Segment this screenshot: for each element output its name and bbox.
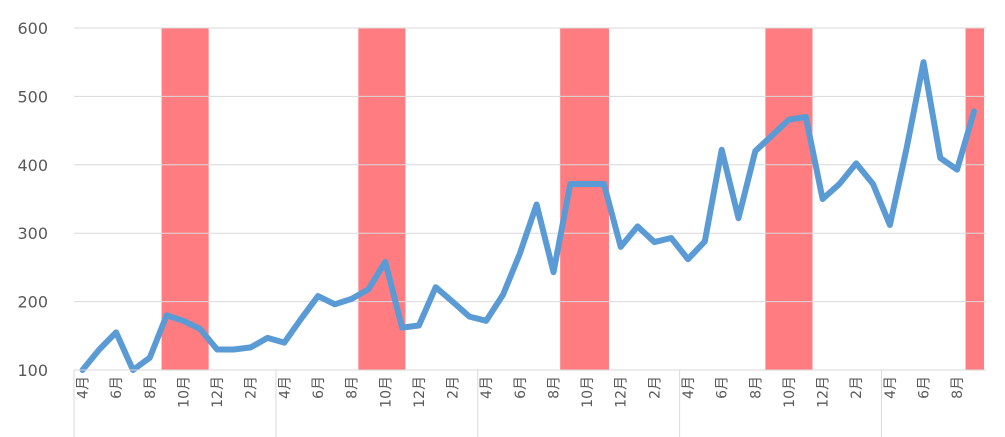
highlight-band-5 (965, 28, 985, 370)
x-tick-label: 6月 (715, 376, 731, 399)
x-tick-label: 10月 (782, 376, 798, 408)
x-tick-label: 8月 (950, 376, 966, 399)
x-tick-label: 2月 (647, 376, 663, 399)
x-tick-label: 8月 (143, 376, 159, 399)
x-tick-label: 10月 (176, 376, 192, 408)
x-axis (73, 369, 986, 437)
y-tick-label: 300 (17, 224, 48, 243)
highlight-bands (161, 28, 985, 370)
x-tick-label: 12月 (816, 376, 832, 408)
x-tick-label: 2月 (244, 376, 260, 399)
x-tick-label: 10月 (378, 376, 394, 408)
x-tick-label: 6月 (513, 376, 529, 399)
y-tick-label: 200 (17, 293, 48, 312)
x-tick-label: 4月 (883, 376, 899, 399)
gridlines (74, 27, 986, 371)
y-tick-label: 600 (17, 19, 48, 38)
x-axis-tick-labels: 4月 6月 8月 10月 12月 2月 4月 6月 8月 10月 12月 2月 4月 6月 8月 10月 12月… (76, 376, 967, 408)
y-tick-label: 500 (17, 87, 48, 106)
y-axis-tick-labels: 100 200 300 400 500 600 (17, 19, 48, 380)
highlight-band-1 (161, 28, 209, 370)
y-tick-label: 400 (17, 156, 48, 175)
x-tick-label: 6月 (917, 376, 933, 399)
x-tick-label: 12月 (412, 376, 428, 408)
x-tick-label: 4月 (277, 376, 293, 399)
x-tick-label: 10月 (580, 376, 596, 408)
y-tick-label: 100 (17, 361, 48, 380)
x-tick-label: 4月 (479, 376, 495, 399)
x-tick-label: 6月 (109, 376, 125, 399)
data-series-line (79, 59, 977, 373)
x-tick-label: 6月 (311, 376, 327, 399)
x-tick-label: 8月 (345, 376, 361, 399)
x-tick-label: 4月 (76, 376, 92, 399)
highlight-band-4 (765, 28, 813, 370)
x-tick-label: 8月 (546, 376, 562, 399)
x-tick-label: 2月 (849, 376, 865, 399)
x-tick-label: 8月 (748, 376, 764, 399)
series-line (79, 59, 977, 373)
x-tick-label: 12月 (614, 376, 630, 408)
x-tick-label: 12月 (210, 376, 226, 408)
x-tick-label: 4月 (681, 376, 697, 399)
x-tick-label: 2月 (446, 376, 462, 399)
